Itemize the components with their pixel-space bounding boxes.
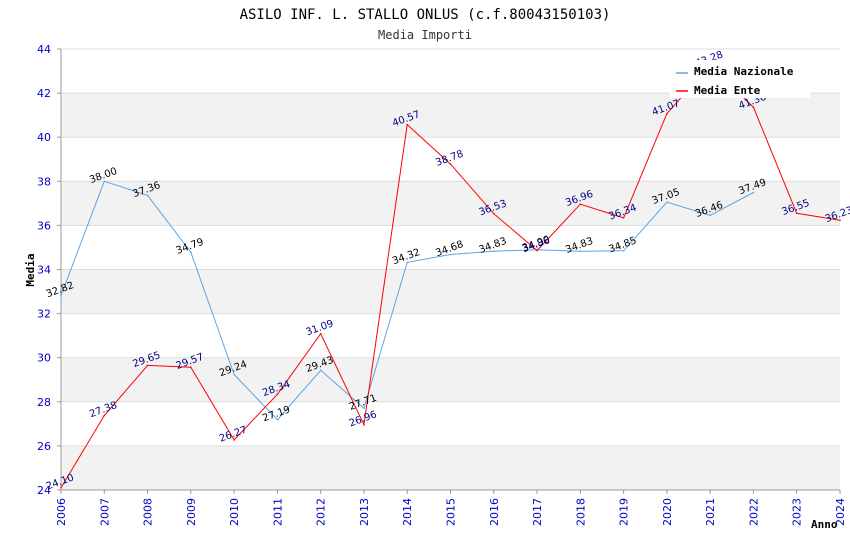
x-tick-label: 2014: [401, 498, 414, 526]
x-tick-label: 2007: [98, 498, 111, 526]
plot-band: [61, 93, 840, 138]
x-axis-label: Anno: [811, 518, 838, 531]
data-point: [146, 364, 149, 367]
data-point: [103, 414, 106, 417]
data-point: [449, 163, 452, 165]
y-tick-label: 28: [37, 396, 51, 409]
data-point: [622, 249, 625, 252]
x-tick-labels: 2006 2007 2008 2009 2010 2011 2012 2013 2014 2015…: [55, 498, 847, 526]
data-point: [276, 393, 279, 396]
y-tick-label: 26: [37, 440, 51, 453]
y-tick-label: 30: [37, 352, 51, 365]
legend-label-media-nazionale: Media Nazionale: [694, 65, 794, 78]
plot-band: [61, 313, 840, 358]
data-point: [276, 418, 279, 421]
data-point: [146, 194, 149, 197]
x-tick-label: 2008: [142, 498, 155, 526]
axes: [57, 48, 841, 494]
plot-band: [61, 137, 840, 182]
x-tick-label: 2011: [271, 498, 284, 526]
plot-background-bands: [61, 49, 840, 490]
legend-box: [670, 60, 810, 98]
data-point: [752, 191, 755, 194]
y-tick-label: 34: [37, 264, 51, 277]
data-point: [190, 251, 192, 253]
data-point: [622, 217, 625, 219]
data-point: [190, 366, 192, 368]
x-tick-label: 2009: [185, 498, 198, 526]
data-point: [579, 203, 582, 206]
chart-subtitle: Media Importi: [378, 28, 472, 42]
data-point: [536, 249, 538, 252]
y-axis-label: Media: [24, 253, 37, 286]
x-tick-label: 2022: [747, 498, 760, 526]
plot-band: [61, 357, 840, 402]
data-point: [752, 106, 755, 109]
x-tick-label: 2021: [704, 498, 717, 526]
data-point: [363, 423, 365, 426]
data-point: [839, 219, 841, 222]
x-tick-label: 2013: [358, 498, 371, 526]
data-point: [319, 332, 322, 335]
legend: Media Nazionale Media Ente: [670, 60, 810, 98]
data-point: [795, 212, 798, 215]
data-point: [492, 212, 495, 215]
data-point: [449, 253, 452, 256]
x-tick-label: 2010: [228, 498, 241, 526]
x-tick-label: 2006: [55, 498, 68, 526]
data-point: [579, 250, 582, 252]
data-point: [233, 373, 235, 376]
x-tick-label: 2015: [445, 498, 458, 526]
y-tick-labels: 24 26 28 30 32 34 36 38 40 42 44: [37, 43, 51, 497]
plot-band: [61, 225, 840, 270]
x-tick-label: 2024: [834, 498, 847, 526]
chart-title: ASILO INF. L. STALLO ONLUS (c.f.80043150…: [240, 7, 611, 23]
data-point: [666, 112, 668, 115]
legend-label-media-ente: Media Ente: [694, 84, 761, 97]
y-tick-label: 42: [37, 87, 51, 100]
y-tick-label: 44: [37, 43, 51, 56]
data-point: [319, 369, 322, 372]
y-tick-label: 32: [37, 308, 51, 321]
plot-band: [61, 269, 840, 314]
plot-band: [61, 445, 840, 490]
data-point: [233, 439, 235, 441]
x-tick-label: 2019: [618, 498, 631, 526]
data-point: [406, 261, 409, 264]
x-tick-label: 2016: [488, 498, 501, 526]
data-point: [666, 201, 668, 204]
plot-band: [61, 181, 840, 226]
y-tick-label: 40: [37, 131, 51, 144]
data-point: [363, 407, 365, 409]
data-point: [406, 123, 409, 126]
x-tick-label: 2020: [661, 498, 674, 526]
data-point: [492, 250, 495, 252]
x-tick-label: 2012: [315, 498, 328, 526]
data-point: [60, 486, 62, 489]
y-tick-label: 38: [37, 175, 51, 188]
data-point: [60, 294, 62, 297]
y-tick-label: 36: [37, 219, 51, 232]
x-tick-label: 2017: [531, 498, 544, 526]
y-tick-label: 24: [37, 484, 51, 497]
data-point: [709, 214, 711, 217]
data-point: [103, 180, 106, 183]
x-tick-label: 2023: [791, 498, 804, 526]
x-tick-label: 2018: [574, 498, 587, 526]
plot-band: [61, 401, 840, 446]
